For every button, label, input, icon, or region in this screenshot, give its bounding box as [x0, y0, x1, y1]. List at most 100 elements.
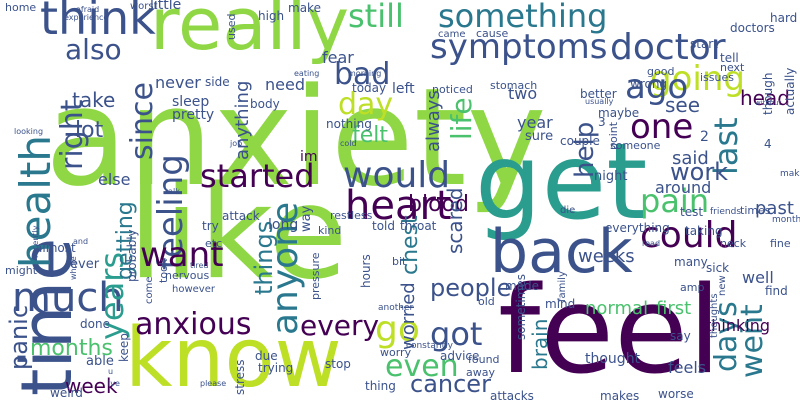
word-trying: trying [258, 361, 294, 375]
word-long: long [268, 217, 299, 233]
word-month: month [772, 215, 800, 225]
word-high: high [258, 9, 285, 23]
word-think: think [40, 0, 156, 45]
word-test: test [680, 205, 704, 219]
word-felt: felt [352, 123, 389, 148]
word-cause: cause [476, 27, 509, 40]
word-said: said [672, 148, 709, 169]
word-worried: worried [398, 282, 419, 350]
word-brain: brain [528, 318, 552, 370]
word-next: next [720, 61, 745, 74]
word-job: job [230, 139, 243, 148]
word-worry: worry [380, 346, 412, 359]
word-months: months [30, 336, 113, 361]
word-want: want [140, 235, 224, 275]
word-pretty: pretty [172, 107, 215, 123]
word-couple: couple [560, 134, 600, 148]
word-need: need [265, 75, 305, 94]
word-maybe: maybe [598, 106, 640, 120]
word-try: try [202, 219, 219, 233]
word-around: around [655, 178, 712, 197]
word-symptoms: symptoms [430, 27, 608, 67]
word-probably: probably [125, 229, 139, 282]
word-stomach: stomach [490, 79, 538, 92]
word-noticed: noticed [432, 83, 473, 96]
word-attacks: attacks [490, 389, 534, 400]
word-back: back [490, 217, 633, 287]
word-3: 3 [598, 115, 606, 129]
word-able: able [86, 354, 114, 369]
word-old: old [478, 295, 495, 308]
word-hours: hours [359, 254, 373, 288]
word-restless: restless [330, 209, 373, 222]
word-got: got [430, 315, 483, 353]
word-sick: sick [706, 261, 730, 275]
word-family: family [557, 271, 568, 302]
word-anything: anything [232, 80, 253, 160]
word-one: one [630, 107, 694, 147]
word-year: year [517, 113, 553, 132]
word-cancer: cancer [410, 370, 491, 398]
word-always: always [423, 90, 444, 152]
word-normal: normal [585, 298, 649, 319]
word-experience: experience [64, 13, 109, 22]
word-feels: feels [668, 358, 707, 377]
word-heart: heart [345, 183, 452, 229]
word-get: get [475, 121, 648, 243]
word-else: else [98, 170, 131, 189]
word-actually: actually [783, 67, 797, 115]
word-lot: lot [75, 118, 104, 143]
word-issues: issues [700, 71, 734, 84]
word-panic: panic [5, 304, 33, 370]
word-someone: someone [610, 139, 661, 152]
word-attack: attack [222, 209, 260, 223]
word-scared: scared [443, 187, 467, 254]
word-recently: recently [31, 225, 40, 258]
word-advice: advice [440, 349, 480, 363]
word-usually: usually [585, 97, 614, 106]
word-worst: worst [130, 1, 158, 12]
word-doctor: doctor [610, 27, 726, 68]
word-still: still [348, 0, 404, 35]
word-little: little [150, 0, 182, 13]
word-come: come [144, 276, 155, 304]
word-cold: cold [340, 139, 357, 148]
word-blood: blood [408, 192, 469, 217]
word-bad: bad [334, 57, 391, 92]
word-throat: throat [400, 219, 437, 233]
word-2: 2 [700, 129, 709, 145]
word-many: many [674, 255, 708, 269]
word-morning: morning [348, 69, 382, 78]
word-going: going [650, 59, 745, 99]
word-never: never [155, 73, 201, 92]
word-life: life [445, 97, 478, 140]
word-fear: fear [322, 48, 354, 67]
word-bit: bit [392, 255, 407, 268]
word-sure: sure [525, 129, 554, 144]
word-made: made [505, 279, 540, 293]
word-came: came [438, 29, 466, 40]
word-day: day [338, 87, 394, 122]
word-new: new [717, 275, 728, 296]
word-etc: etc [205, 237, 223, 250]
word-pressure: pressure [309, 252, 322, 300]
word-done: done [80, 317, 110, 331]
word-left: left [392, 81, 415, 97]
word-started: started [200, 157, 315, 195]
word-kind: kind [318, 224, 342, 237]
word-people: people [430, 274, 512, 302]
word-doctors: doctors [730, 21, 775, 35]
word-could: could [640, 215, 738, 256]
word-found: found [468, 353, 500, 366]
word-another: another [378, 303, 414, 313]
word-ive: ive [108, 379, 120, 388]
word-well: well [742, 268, 774, 287]
word-every: every [300, 309, 380, 342]
word-fine: fine [770, 237, 791, 250]
word-side: side [205, 75, 230, 89]
word-good: good [647, 65, 675, 78]
word-weeks: weeks [578, 246, 635, 267]
word-two: two [508, 84, 538, 103]
word-tell: tell [720, 51, 739, 65]
word-anxious: anxious [135, 307, 252, 342]
